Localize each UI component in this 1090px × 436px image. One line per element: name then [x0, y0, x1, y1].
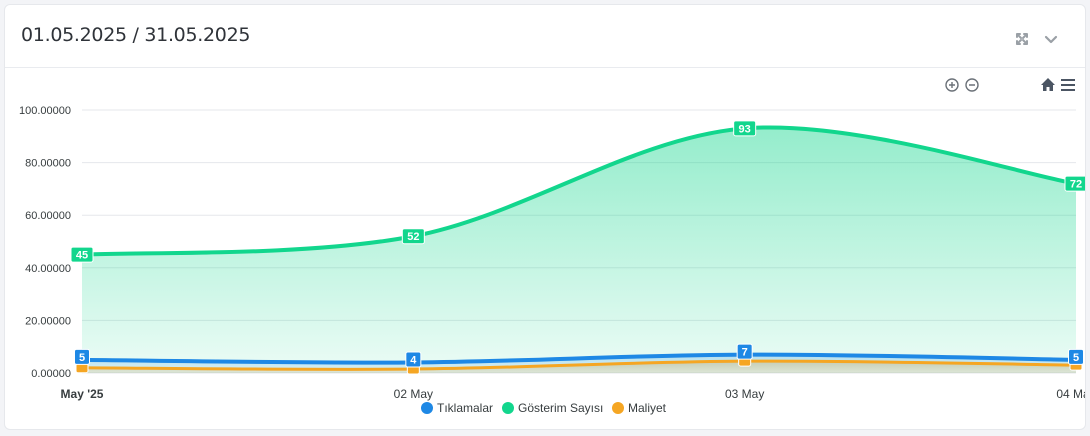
y-tick-label: 80.00000 — [25, 158, 71, 170]
area-fill-impressions — [82, 127, 1076, 373]
data-label-impressions: 93 — [733, 120, 757, 137]
y-tick-label: 20.00000 — [25, 315, 71, 327]
zoom-out-icon[interactable] — [965, 78, 979, 92]
legend-label-cost: Maliyet — [628, 401, 667, 415]
series-line-impressions — [80, 125, 1078, 257]
chart-legend: Tıklamalar Gösterim Sayısı Maliyet — [421, 401, 667, 415]
svg-text:4: 4 — [410, 354, 417, 366]
data-label-clicks: 7 — [736, 343, 753, 360]
chart-area: 0.00000 20.00000 40.00000 60.00000 80.00000 1… — [5, 68, 1086, 429]
data-label-impressions: 45 — [70, 246, 94, 263]
home-icon[interactable] — [1041, 78, 1055, 91]
hamburger-menu-icon[interactable] — [1061, 79, 1075, 91]
legend-item-clicks[interactable]: Tıklamalar — [421, 401, 493, 415]
x-tick-label: 04 May — [1056, 387, 1086, 401]
svg-text:7: 7 — [742, 347, 748, 359]
y-tick-label: 40.00000 — [25, 263, 71, 275]
data-label-clicks: 4 — [405, 351, 422, 368]
data-label-clicks: 5 — [1068, 348, 1084, 365]
x-tick-label: 03 May — [725, 387, 764, 401]
series-line-cost — [80, 359, 1078, 371]
area-chart: 0.00000 20.00000 40.00000 60.00000 80.00000 1… — [19, 78, 1086, 415]
data-label-impressions: 72 — [1064, 175, 1085, 192]
chart-card: 01.05.2025 / 31.05.2025 — [4, 4, 1086, 430]
x-tick-label: 02 May — [394, 387, 433, 401]
svg-text:5: 5 — [1073, 352, 1079, 364]
data-label-cost — [75, 363, 89, 374]
legend-label-impressions: Gösterim Sayısı — [518, 401, 603, 415]
svg-text:5: 5 — [79, 352, 85, 364]
chevron-down-icon[interactable] — [1043, 31, 1059, 47]
series-line-clicks — [80, 352, 1078, 365]
card-header: 01.05.2025 / 31.05.2025 — [5, 5, 1085, 68]
legend-item-cost[interactable]: Maliyet — [612, 401, 667, 415]
legend-item-impressions[interactable]: Gösterim Sayısı — [502, 401, 603, 415]
data-label-impressions: 52 — [401, 228, 425, 245]
data-label-clicks: 5 — [74, 348, 90, 365]
svg-text:72: 72 — [1070, 179, 1082, 191]
zoom-in-icon[interactable] — [945, 78, 959, 92]
svg-text:93: 93 — [739, 123, 751, 135]
legend-label-clicks: Tıklamalar — [437, 401, 493, 415]
svg-text:45: 45 — [76, 250, 88, 262]
y-tick-label: 60.00000 — [25, 210, 71, 222]
x-tick-label: May '25 — [61, 387, 104, 401]
y-tick-label: 0.00000 — [31, 368, 71, 380]
expand-arrows-icon[interactable] — [1014, 31, 1030, 47]
date-range-title: 01.05.2025 / 31.05.2025 — [21, 24, 251, 46]
svg-text:52: 52 — [407, 231, 419, 243]
y-tick-label: 100.00000 — [19, 105, 71, 117]
